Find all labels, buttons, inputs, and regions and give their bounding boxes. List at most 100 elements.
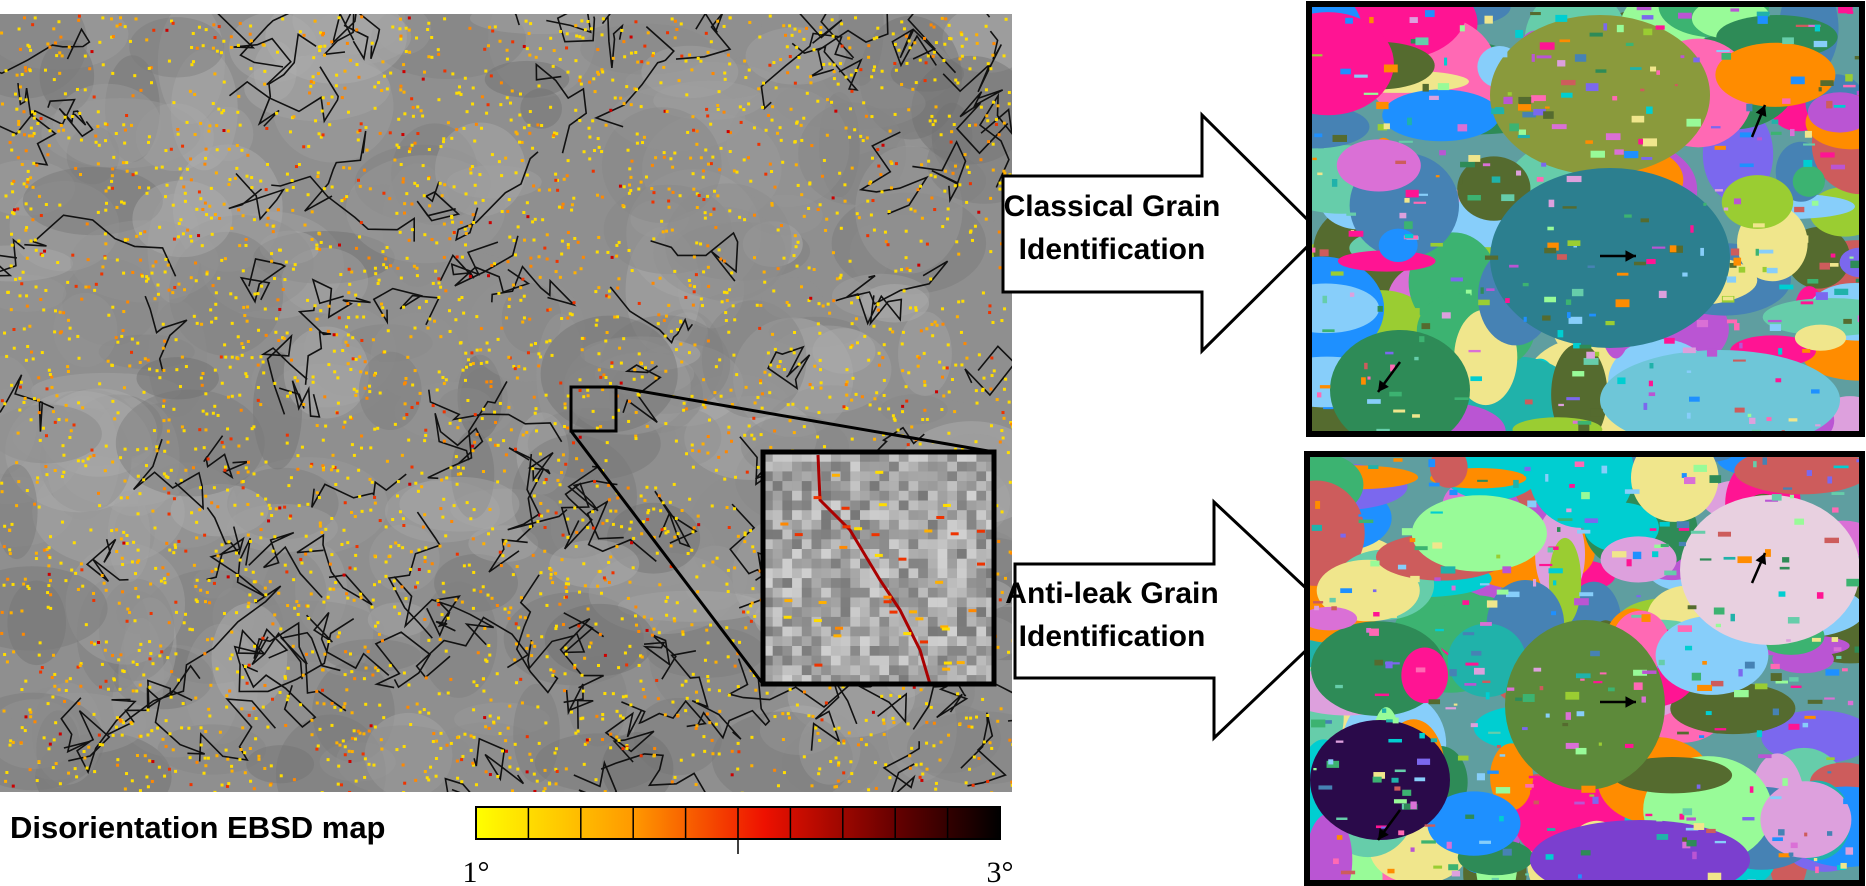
disorientation-dot xyxy=(418,391,422,395)
disorientation-dot xyxy=(730,439,734,443)
grain-speck xyxy=(1664,337,1675,344)
disorientation-dot xyxy=(423,555,427,559)
inset-pixel xyxy=(782,626,793,637)
inset-pixel xyxy=(860,452,870,462)
disorientation-dot xyxy=(767,113,771,117)
disorientation-dot xyxy=(350,270,354,274)
disorientation-dot xyxy=(252,580,256,584)
disorientation-dot xyxy=(462,126,466,130)
grain-boundary xyxy=(198,698,277,762)
disorientation-dot xyxy=(247,663,251,667)
disorientation-dot xyxy=(677,79,681,83)
disorientation-dot xyxy=(379,738,383,742)
disorientation-dot xyxy=(241,486,245,490)
grain-shade xyxy=(246,745,315,784)
inset-pixel xyxy=(840,626,851,637)
disorientation-dot xyxy=(116,340,120,344)
disorientation-dot xyxy=(468,274,472,278)
disorientation-dot xyxy=(203,162,207,166)
grain-speck xyxy=(1557,60,1566,67)
disorientation-dot xyxy=(188,89,192,93)
disorientation-dot xyxy=(86,457,90,461)
inset-pixel xyxy=(986,549,994,559)
disorientation-dot xyxy=(621,204,625,208)
disorientation-dot xyxy=(446,691,450,695)
disorientation-dot xyxy=(134,572,138,576)
disorientation-dot xyxy=(103,122,107,126)
disorientation-dot xyxy=(535,779,539,783)
disorientation-dot xyxy=(627,248,631,252)
disorientation-dot xyxy=(520,140,524,144)
disorientation-dot xyxy=(540,514,544,518)
disorientation-dot xyxy=(894,269,898,273)
inset-pixel xyxy=(792,616,803,627)
disorientation-dot xyxy=(388,664,392,668)
disorientation-dot xyxy=(488,773,492,777)
disorientation-dot xyxy=(629,520,633,524)
disorientation-dot xyxy=(101,265,105,269)
grain-speck xyxy=(1409,308,1420,316)
disorientation-dot xyxy=(34,557,38,561)
disorientation-dot xyxy=(945,366,949,370)
disorientation-dot xyxy=(1004,377,1008,381)
grain-shade xyxy=(774,76,926,131)
grain-speck xyxy=(1642,138,1658,147)
disorientation-dot xyxy=(147,66,151,70)
disorientation-dot xyxy=(403,211,407,215)
grain-boundary xyxy=(297,305,332,385)
disorientation-dot xyxy=(486,593,490,597)
inset-pixel xyxy=(918,665,929,676)
disorientation-dot xyxy=(642,135,646,139)
inset-pixel xyxy=(782,616,793,627)
disorientation-dot xyxy=(97,143,101,147)
disorientation-dot xyxy=(493,25,497,29)
inset-pixel xyxy=(986,665,994,676)
disorientation-dot xyxy=(619,96,623,100)
disorientation-dot xyxy=(558,483,562,487)
disorientation-dot xyxy=(42,548,46,552)
disorientation-dot xyxy=(116,758,120,762)
disorientation-dot xyxy=(321,688,325,692)
disorientation-dot xyxy=(667,187,671,191)
disorientation-dot xyxy=(184,549,188,553)
disorientation-dot xyxy=(953,184,957,188)
inset-pixel xyxy=(976,568,987,579)
disorientation-dot xyxy=(125,772,129,776)
disorientation-dot xyxy=(264,333,268,337)
grain-shade xyxy=(601,107,722,223)
grain xyxy=(1309,12,1394,116)
inset-pixel xyxy=(889,519,900,530)
disorientation-dot xyxy=(211,102,215,106)
disorientation-dot xyxy=(716,194,720,198)
inset-pixel xyxy=(792,539,803,550)
grain-shade xyxy=(341,184,421,227)
disorientation-dot xyxy=(594,290,598,294)
disorientation-dot xyxy=(655,551,659,555)
disorientation-dot xyxy=(481,407,485,411)
disorientation-dot xyxy=(805,91,809,95)
disorientation-dot xyxy=(138,186,142,190)
disorientation-dot xyxy=(18,385,22,389)
disorientation-dot xyxy=(236,110,240,114)
disorientation-dot xyxy=(667,303,671,307)
inset-pixel xyxy=(957,558,967,569)
inset-pixel xyxy=(801,519,812,530)
disorientation-dot xyxy=(46,605,50,609)
disorientation-dot xyxy=(48,556,52,560)
grain-shade xyxy=(672,544,747,601)
inset-pixel xyxy=(908,568,919,579)
disorientation-dot xyxy=(1010,783,1012,787)
disorientation-dot xyxy=(384,266,388,270)
inset-pixel xyxy=(821,578,832,589)
disorientation-dot xyxy=(274,507,278,511)
grain-speck xyxy=(1703,202,1707,206)
disorientation-dot xyxy=(998,598,1002,602)
disorientation-dot xyxy=(726,568,730,572)
grain-boundary xyxy=(257,33,317,127)
disorientation-dot xyxy=(516,225,520,229)
disorientation-dot xyxy=(383,350,387,354)
disorientation-dot xyxy=(214,291,218,295)
disorientation-dot xyxy=(350,750,354,754)
disorientation-dot xyxy=(278,248,282,252)
grain xyxy=(1721,175,1794,229)
